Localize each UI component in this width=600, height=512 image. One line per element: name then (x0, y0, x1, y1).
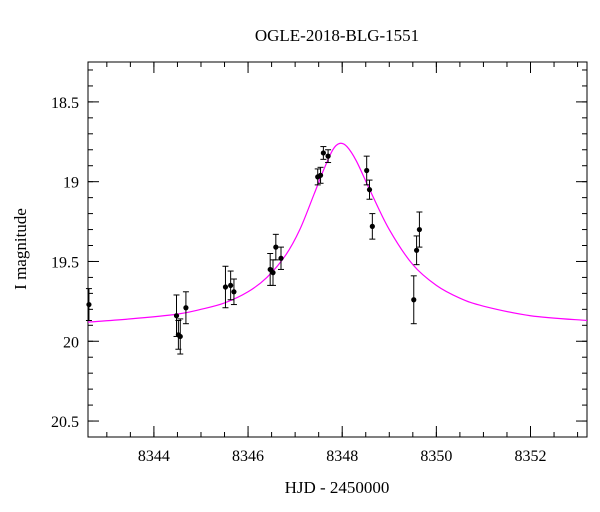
data-point (278, 246, 285, 270)
data-marker (270, 270, 276, 276)
x-tick-label: 8348 (326, 448, 358, 465)
data-marker (173, 313, 180, 319)
data-point (270, 259, 277, 286)
data-point (177, 318, 184, 355)
x-tick-label: 8346 (232, 448, 264, 465)
data-marker (411, 297, 417, 303)
data-marker (369, 223, 375, 229)
data-marker (416, 226, 423, 233)
y-tick-label: 18.5 (51, 95, 79, 112)
chart-title: OGLE-2018-BLG-1551 (255, 26, 419, 45)
data-marker (222, 284, 229, 290)
data-marker (278, 255, 284, 261)
x-tick-label: 8352 (515, 448, 547, 465)
major-ticks (88, 62, 587, 437)
x-tick-label: 8344 (138, 448, 170, 465)
plot-area: 8344 8346 8348 8350 8352 18.5 19 19.5 20 20.5 (51, 61, 588, 465)
x-tick-label: 8350 (420, 448, 452, 465)
data-point (317, 166, 324, 184)
data-point (410, 275, 417, 325)
data-point (267, 252, 274, 286)
data-point (272, 233, 279, 261)
data-point (366, 179, 373, 200)
data-marker (325, 153, 331, 159)
data-marker (183, 305, 189, 311)
plot-frame (87, 61, 588, 438)
data-marker (228, 282, 234, 289)
data-marker (366, 187, 373, 193)
data-point (227, 270, 234, 301)
data-point (413, 235, 420, 266)
data-marker (177, 333, 183, 340)
data-point (325, 149, 332, 164)
y-tick-labels: 18.5 19 19.5 20 20.5 (51, 95, 79, 431)
data-point (416, 211, 423, 248)
x-axis-label: HJD - 2450000 (285, 478, 390, 497)
y-axis-label: I magnitude (11, 208, 30, 290)
data-marker (413, 247, 420, 253)
model-curve (87, 142, 588, 323)
data-marker (320, 150, 326, 156)
data-marker (231, 289, 237, 295)
y-tick-label: 19 (63, 175, 79, 192)
data-point (182, 291, 189, 325)
x-tick-labels: 8344 8346 8348 8350 8352 (138, 448, 547, 465)
data-point (230, 278, 237, 306)
data-point (85, 288, 92, 322)
y-tick-label: 20 (63, 334, 79, 351)
data-point (369, 213, 376, 240)
y-tick-label: 20.5 (51, 414, 79, 431)
minor-ticks (88, 62, 587, 438)
data-point (320, 146, 327, 160)
y-tick-label: 19.5 (51, 254, 79, 271)
data-marker (364, 167, 370, 174)
data-marker (317, 172, 324, 178)
data-marker (273, 244, 279, 250)
data-marker (86, 301, 92, 308)
data-point (222, 265, 229, 309)
data-points (85, 146, 423, 355)
